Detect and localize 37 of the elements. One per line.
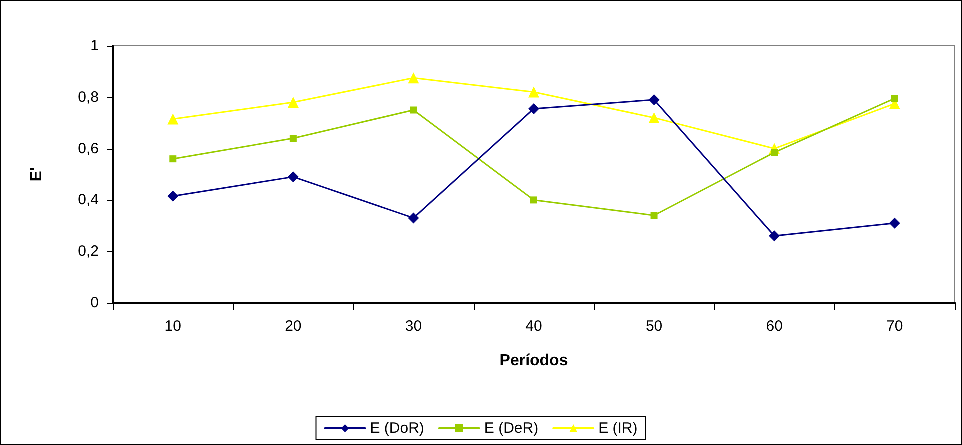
point — [168, 190, 179, 202]
legend-label: E (DeR) — [484, 420, 539, 437]
point — [530, 196, 538, 204]
point — [288, 172, 299, 183]
x-tick-label: 10 — [164, 318, 182, 335]
point — [170, 156, 177, 163]
point — [648, 94, 660, 106]
y-tick-label: 0,4 — [78, 192, 99, 209]
x-tick-label: 30 — [405, 318, 422, 335]
point — [771, 149, 778, 156]
point — [410, 106, 418, 114]
point — [528, 86, 540, 98]
point — [408, 72, 420, 84]
point — [650, 212, 658, 220]
point — [648, 112, 660, 124]
y-tick-label: 0,6 — [78, 140, 99, 158]
point — [769, 230, 780, 242]
x-tick-label: 70 — [886, 318, 904, 335]
x-tick-label: 50 — [646, 318, 663, 335]
point — [288, 97, 299, 108]
x-tick-label: 40 — [526, 318, 542, 335]
y-tick-label: 0 — [90, 294, 99, 312]
x-tick-label: 60 — [766, 318, 783, 335]
point — [290, 135, 297, 142]
x-tick-label: 20 — [285, 318, 302, 335]
point — [889, 218, 900, 229]
y-tick-label: 0,2 — [78, 243, 99, 260]
y-tick-label: 1 — [90, 38, 99, 54]
legend-label: E (DoR) — [370, 420, 424, 437]
legend-label: E (IR) — [598, 420, 638, 437]
point — [168, 114, 179, 125]
y-tick-label: 0,8 — [78, 88, 99, 106]
point — [528, 103, 540, 114]
point — [891, 95, 898, 102]
point — [408, 212, 420, 224]
x-axis-title: Períodos — [500, 352, 568, 370]
y-axis-title: E' — [28, 167, 46, 182]
